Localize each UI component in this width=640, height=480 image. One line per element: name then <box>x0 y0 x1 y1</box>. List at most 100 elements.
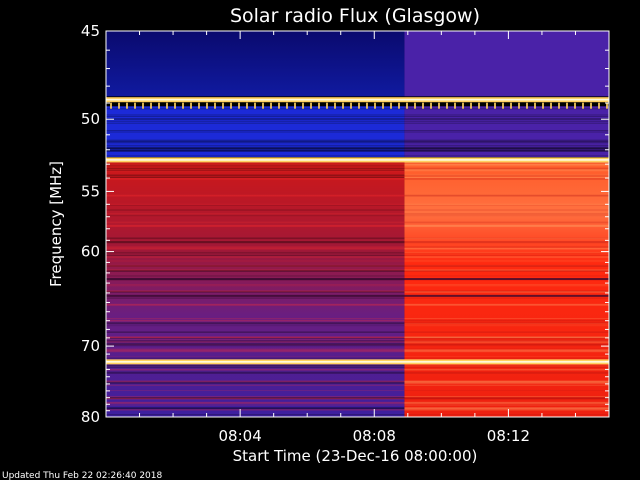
texture-stripe <box>106 342 405 345</box>
bright-band-core <box>106 361 609 363</box>
plot-frame <box>105 30 610 418</box>
texture-stripe <box>106 343 405 345</box>
texture-stripe <box>404 176 609 178</box>
texture-stripe <box>106 204 405 206</box>
texture-stripe <box>404 318 609 320</box>
texture-stripe <box>106 265 405 267</box>
texture-stripe <box>106 146 609 148</box>
texture-stripe <box>404 260 609 262</box>
texture-stripe <box>404 162 609 164</box>
dark-line <box>106 278 609 281</box>
region-top-after <box>404 31 609 97</box>
x-tick-label: 08:04 <box>219 427 262 445</box>
texture-stripe <box>106 174 405 176</box>
texture-stripe <box>106 368 405 371</box>
texture-stripe <box>404 256 609 258</box>
texture-stripe <box>106 213 405 215</box>
band-speck <box>390 102 392 109</box>
band-speck <box>526 102 528 109</box>
band-speck <box>550 102 552 109</box>
texture-stripe <box>106 340 405 342</box>
texture-stripe <box>404 340 609 343</box>
texture-stripe <box>404 269 609 272</box>
texture-stripe <box>106 401 405 404</box>
texture-stripe <box>106 150 609 152</box>
texture-stripe <box>404 174 609 177</box>
x-tick-label: 08:08 <box>353 427 396 445</box>
texture-stripe <box>404 246 609 248</box>
region-top-before <box>106 31 405 97</box>
texture-stripe <box>106 318 405 320</box>
texture-stripe <box>404 407 609 410</box>
texture-stripe <box>106 338 405 341</box>
texture-stripe <box>106 350 405 353</box>
texture-stripe <box>106 163 405 166</box>
texture-stripe <box>404 349 609 351</box>
texture-stripe <box>404 169 609 171</box>
band-speck <box>558 102 560 109</box>
band-speck <box>318 102 320 109</box>
band-speck <box>286 102 288 109</box>
texture-stripe <box>404 343 609 345</box>
texture-stripe <box>404 343 609 346</box>
texture-stripe <box>404 291 609 293</box>
texture-stripe <box>106 116 609 118</box>
texture-stripe <box>404 209 609 211</box>
y-tick-label: 45 <box>81 22 100 40</box>
band-speck <box>438 102 440 109</box>
band-speck <box>414 102 416 109</box>
band-speck <box>566 102 568 109</box>
texture-stripe <box>404 347 609 350</box>
texture-stripe <box>106 203 405 205</box>
band-speck <box>262 102 264 109</box>
texture-stripe <box>106 331 405 333</box>
texture-stripe <box>106 284 405 286</box>
band-speck <box>206 102 208 109</box>
band-speck <box>142 102 144 109</box>
texture-stripe <box>404 397 609 400</box>
texture-stripe <box>404 303 609 306</box>
texture-stripe <box>404 164 609 167</box>
texture-stripe <box>106 340 405 342</box>
texture-stripe <box>404 214 609 217</box>
texture-stripe <box>106 324 405 327</box>
texture-stripe <box>404 397 609 400</box>
texture-stripe <box>404 174 609 176</box>
texture-stripe <box>106 260 405 262</box>
band-speck <box>310 102 312 109</box>
band-speck <box>454 102 456 109</box>
texture-stripe <box>106 254 405 256</box>
texture-stripe <box>106 403 405 406</box>
x-tick-label: 08:12 <box>487 427 530 445</box>
band-speck <box>222 102 224 109</box>
texture-stripe <box>404 381 609 384</box>
band-speck <box>158 102 160 109</box>
texture-stripe <box>106 371 405 374</box>
texture-stripe <box>106 343 405 346</box>
texture-stripe <box>106 209 405 211</box>
y-tick-label: 55 <box>81 182 100 200</box>
band-speck <box>270 102 272 109</box>
texture-stripe <box>106 365 405 367</box>
band-speck <box>166 102 168 109</box>
texture-stripe <box>106 252 405 254</box>
texture-stripe <box>404 290 609 293</box>
spectrogram-plot <box>105 30 610 418</box>
band-speck <box>430 102 432 109</box>
band-speck <box>486 102 488 109</box>
texture-stripe <box>106 142 609 144</box>
x-axis: 08:04 08:08 08:12 <box>105 31 610 445</box>
texture-stripe <box>404 167 609 170</box>
texture-stripe <box>106 269 405 272</box>
texture-stripe <box>404 323 609 324</box>
texture-stripe <box>404 340 609 342</box>
texture-stripe <box>106 396 405 398</box>
texture-stripe <box>106 214 405 217</box>
texture-stripe <box>404 237 609 240</box>
texture-stripe <box>106 148 609 150</box>
texture-stripe <box>404 269 609 272</box>
y-tick-label: 60 <box>81 243 100 261</box>
region-low-before <box>106 161 405 417</box>
band-speck <box>382 102 384 109</box>
